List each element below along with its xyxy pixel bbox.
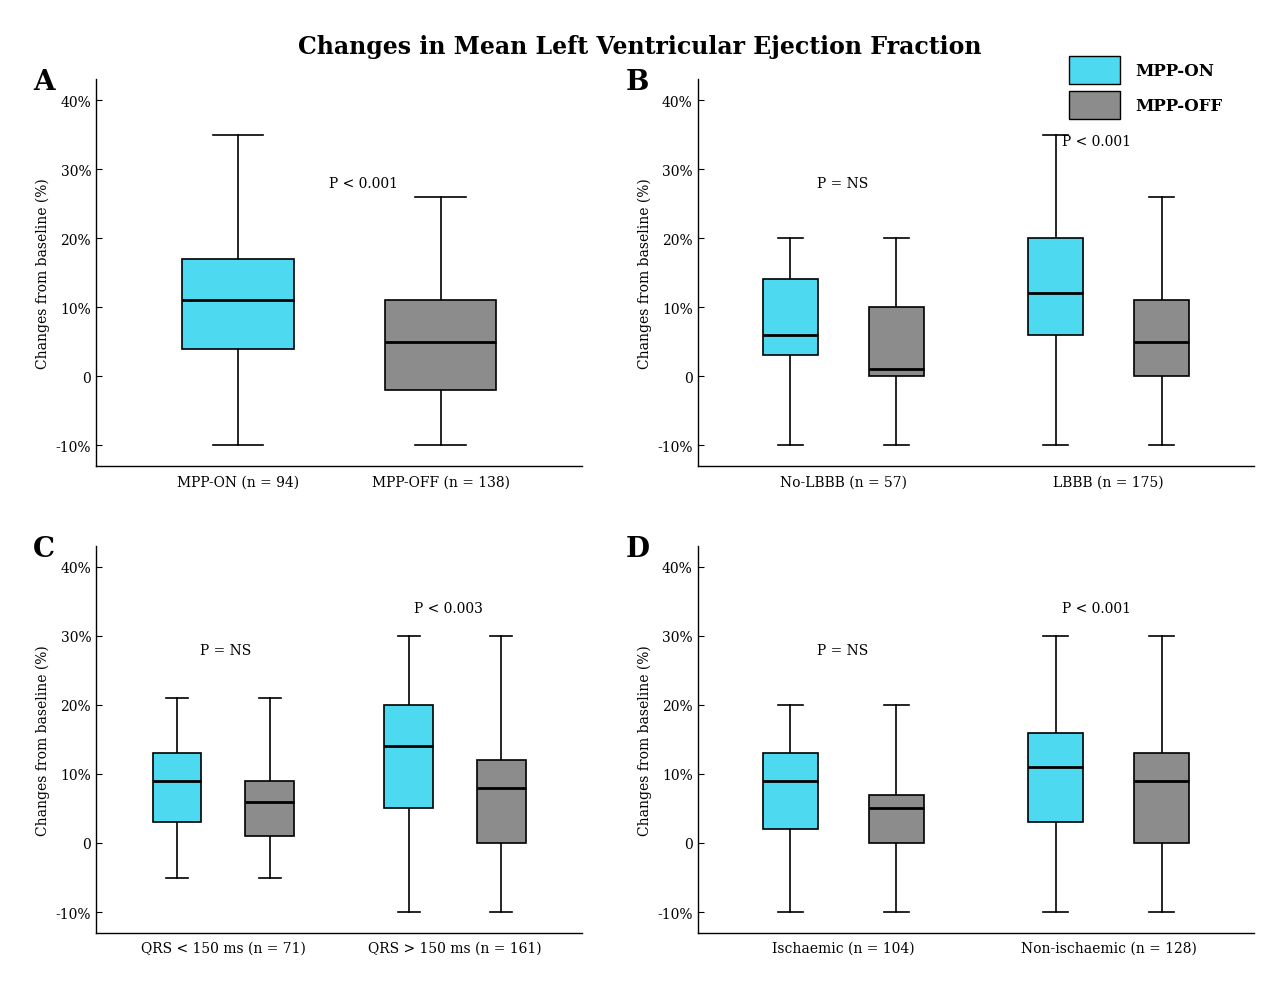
Text: P = NS: P = NS <box>817 643 868 657</box>
Bar <box>384 705 433 808</box>
Bar <box>477 760 526 844</box>
Text: MPP-ON: MPP-ON <box>1135 63 1215 79</box>
Bar <box>1134 301 1189 377</box>
Text: P < 0.001: P < 0.001 <box>1062 602 1132 616</box>
Text: B: B <box>625 68 649 95</box>
Y-axis label: Changes from baseline (%): Changes from baseline (%) <box>36 179 50 368</box>
Bar <box>385 301 497 390</box>
Text: P = NS: P = NS <box>200 643 251 657</box>
Text: P < 0.001: P < 0.001 <box>329 177 398 191</box>
Bar <box>869 308 924 377</box>
Bar <box>763 280 818 356</box>
Bar <box>869 794 924 844</box>
Text: D: D <box>625 535 649 562</box>
Bar <box>1134 753 1189 844</box>
Text: C: C <box>33 535 55 562</box>
Text: P < 0.001: P < 0.001 <box>1062 135 1132 149</box>
Text: P = NS: P = NS <box>817 177 868 191</box>
Bar <box>182 260 293 349</box>
Text: MPP-OFF: MPP-OFF <box>1135 98 1222 114</box>
Y-axis label: Changes from baseline (%): Changes from baseline (%) <box>36 645 50 834</box>
Bar <box>152 753 201 822</box>
Y-axis label: Changes from baseline (%): Changes from baseline (%) <box>637 645 652 834</box>
Bar <box>246 781 294 837</box>
Text: Changes in Mean Left Ventricular Ejection Fraction: Changes in Mean Left Ventricular Ejectio… <box>298 35 982 59</box>
Text: P < 0.003: P < 0.003 <box>415 602 484 616</box>
Y-axis label: Changes from baseline (%): Changes from baseline (%) <box>637 179 652 368</box>
Bar <box>1028 733 1083 822</box>
Bar <box>1028 239 1083 335</box>
Text: A: A <box>33 68 54 95</box>
Bar <box>763 753 818 829</box>
